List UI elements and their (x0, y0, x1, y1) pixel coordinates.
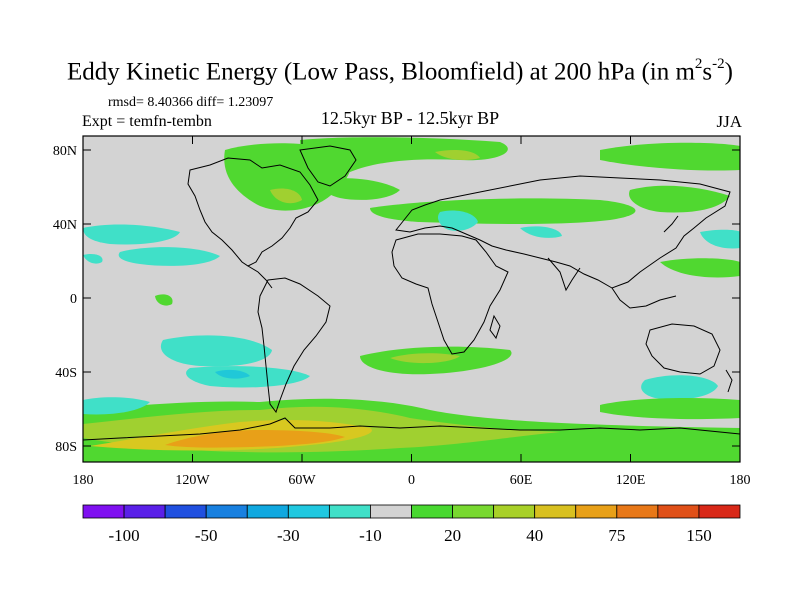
colorbar-swatch (452, 504, 495, 519)
lon-label: 60W (288, 473, 316, 488)
colorbar-label: 75 (608, 526, 625, 545)
lon-label: 120W (175, 473, 210, 488)
longitude-axis: 180 120W 60W 0 60E 120E 180 (73, 136, 751, 488)
colorbar-label: 20 (444, 526, 461, 545)
colorbar-swatch (616, 504, 659, 519)
colorbar-swatch (328, 504, 371, 519)
coastline-eurasia (395, 175, 731, 289)
coastline-madagascar (489, 314, 501, 340)
colorbar-swatch (493, 504, 536, 519)
coastlines (83, 145, 740, 441)
coastline-japan (663, 215, 679, 233)
positive-region-north-atlantic (319, 178, 400, 200)
colorbar-label: 150 (686, 526, 712, 545)
negative-core-south-pacific (215, 369, 250, 379)
coastline-greenland (299, 145, 357, 187)
negative-region-north-pacific-far (700, 229, 740, 249)
negative-region-north-pacific-center (118, 247, 220, 266)
lat-label: 80N (53, 144, 77, 159)
negative-region-south-australia (641, 375, 718, 400)
positive-region-north-pacific-east (600, 142, 740, 171)
positive-region-south-indian (600, 397, 740, 420)
yellow-green-region-south-atlantic (390, 353, 460, 364)
period-label: 12.5kyr BP - 12.5kyr BP (320, 108, 500, 128)
lat-label: 40S (55, 366, 77, 381)
yellow-green-region-arctic (435, 150, 480, 160)
negative-region-western-hemisphere-tropics (83, 253, 103, 264)
positive-region-tropical-west-pacific (660, 258, 740, 278)
experiment-label: Expt = temfn-tembn (82, 113, 212, 130)
coastline-india (547, 257, 581, 292)
positive-region-eurasia (370, 198, 636, 224)
colorbar-swatch (246, 504, 289, 519)
colorbar-label: -100 (108, 526, 139, 545)
colorbar: -100 -50 -30 -10 20 40 75 150 (82, 504, 741, 545)
plot-title: Eddy Kinetic Energy (Low Pass, Bloomfiel… (67, 56, 733, 86)
positive-region-tropical-east-pacific (155, 294, 173, 306)
lat-label: 40N (53, 218, 77, 233)
lon-label: 0 (408, 473, 415, 488)
orange-region-south (165, 430, 345, 448)
stats-text: rmsd= 8.40366 diff= 1.23097 (108, 95, 274, 110)
colorbar-swatch (82, 504, 125, 519)
lon-label: 180 (730, 473, 751, 488)
colorbar-swatch (123, 504, 166, 519)
colorbar-swatch (575, 504, 618, 519)
positive-region-northeast-asia (629, 185, 730, 213)
colorbar-swatch (205, 504, 248, 519)
colorbar-label: -10 (359, 526, 382, 545)
colorbar-label: -30 (277, 526, 300, 545)
colorbar-swatch (534, 504, 577, 519)
lat-label: 0 (70, 292, 77, 307)
coastline-north-america (187, 157, 319, 267)
colorbar-swatch (411, 504, 453, 519)
coastline-africa (391, 233, 509, 355)
colorbar-label: -50 (195, 526, 218, 545)
negative-region-south-pacific (160, 335, 272, 367)
coastline-new-zealand (725, 369, 733, 393)
latitude-axis: 80N 40N 0 40S 80S (53, 144, 740, 455)
coastline-south-america (257, 277, 331, 414)
lat-label: 80S (55, 440, 77, 455)
season-label: JJA (716, 112, 742, 131)
colorbar-label: 40 (526, 526, 543, 545)
negative-region-mediterranean (437, 210, 478, 231)
lon-label: 60E (510, 473, 533, 488)
colorbar-swatch (164, 504, 207, 519)
coastline-central-america (247, 265, 273, 289)
colorbar-swatch (287, 504, 330, 519)
yellow-green-region-north-america (270, 188, 302, 204)
coastline-australia (645, 323, 721, 375)
colorbar-swatch (657, 504, 700, 519)
coastline-southeast-asia (611, 287, 677, 309)
negative-region-asia-east (520, 226, 562, 238)
colorbar-swatch (370, 504, 412, 519)
negative-region-southwest-pacific (83, 397, 150, 415)
negative-region-north-pacific-west (83, 224, 180, 245)
lon-label: 180 (73, 473, 94, 488)
coastline-antarctica (83, 417, 740, 441)
colorbar-swatch (698, 504, 741, 519)
lon-label: 120E (616, 473, 646, 488)
